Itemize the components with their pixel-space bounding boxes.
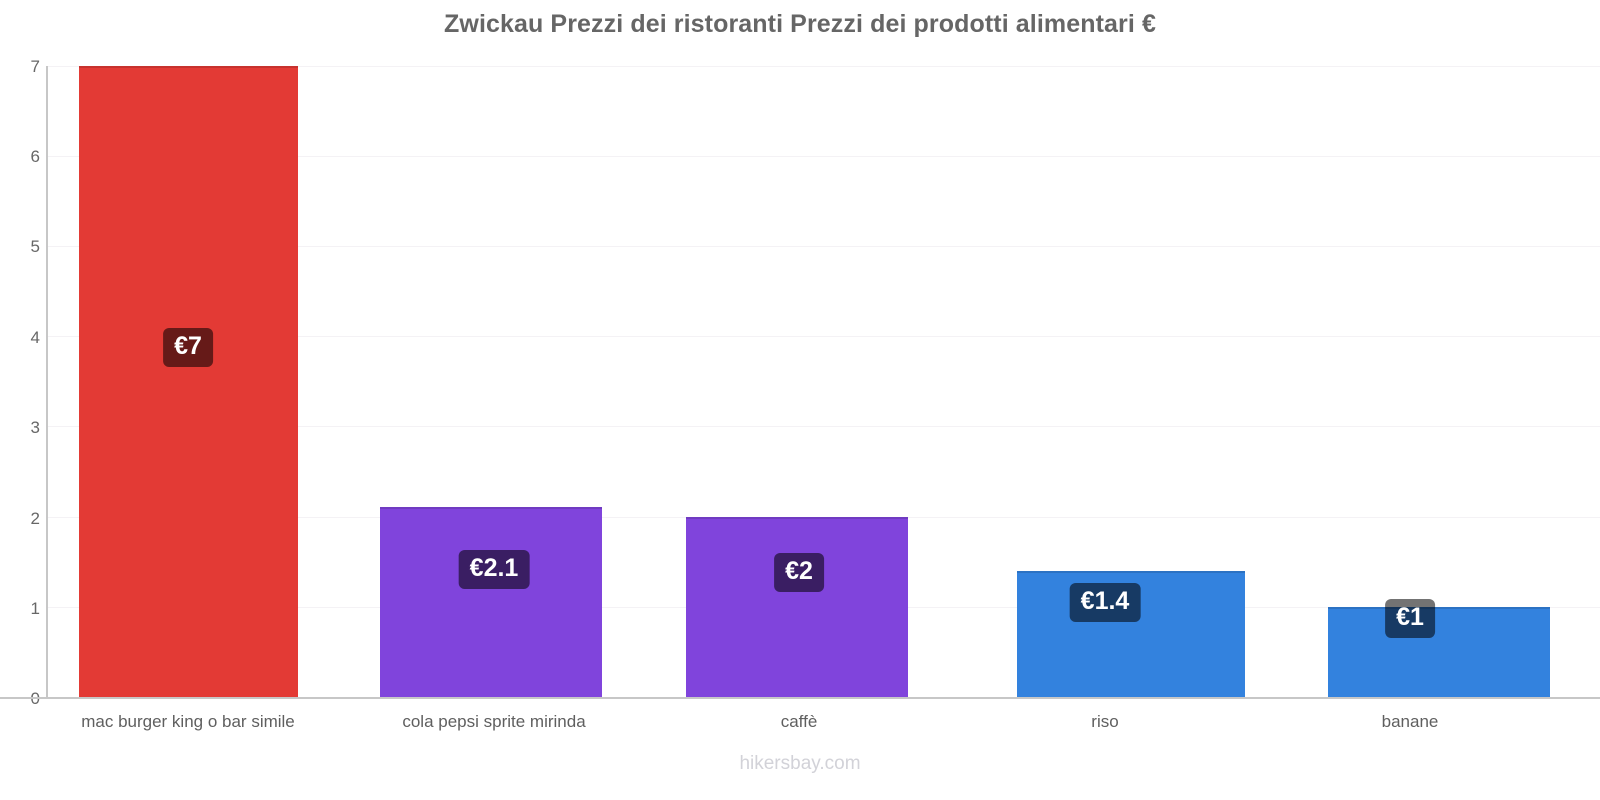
- gridline-4: [46, 336, 1600, 337]
- gridline-5: [46, 246, 1600, 247]
- y-tick-2: 2: [30, 509, 40, 528]
- gridline-7: [46, 66, 1600, 67]
- y-tick-6: 6: [30, 147, 40, 166]
- bar-cola-pepsi-sprite-mirinda[interactable]: [380, 507, 602, 697]
- data-label-riso: €1.4: [1069, 583, 1141, 622]
- y-axis-line: [46, 66, 48, 697]
- x-label-caffe: caffè: [780, 712, 818, 731]
- data-label-banane: €1: [1385, 599, 1435, 638]
- x-label-cola-pepsi-sprite-mirinda: cola pepsi sprite mirinda: [402, 712, 586, 731]
- gridline-6: [46, 156, 1600, 157]
- bar-caffe[interactable]: [686, 517, 908, 697]
- y-tick-5: 5: [30, 237, 40, 256]
- data-label-caffe: €2: [774, 553, 824, 592]
- x-label-banane: banane: [1381, 712, 1439, 731]
- plot-area: [46, 66, 1600, 697]
- data-label-mac-burger-king-o-bar-simile: €7: [163, 328, 213, 367]
- chart-title: Zwickau Prezzi dei ristoranti Prezzi dei…: [444, 10, 1156, 38]
- y-tick-4: 4: [30, 328, 40, 347]
- x-axis-line: [0, 697, 1600, 699]
- gridline-3: [46, 426, 1600, 427]
- bar-banane[interactable]: [1328, 607, 1550, 697]
- bar-mac-burger-king-o-bar-simile[interactable]: [79, 66, 298, 697]
- data-label-cola-pepsi-sprite-mirinda: €2.1: [458, 550, 530, 589]
- y-axis-ticks: 7 6 5 4 3 2 1 0: [0, 0, 40, 800]
- footer-credit: hikersbay.com: [739, 753, 861, 774]
- x-label-riso: riso: [1091, 712, 1119, 731]
- y-tick-3: 3: [30, 418, 40, 437]
- x-label-mac-burger-king-o-bar-simile: mac burger king o bar simile: [81, 712, 295, 731]
- y-tick-1: 1: [30, 599, 40, 618]
- y-tick-7: 7: [30, 57, 40, 76]
